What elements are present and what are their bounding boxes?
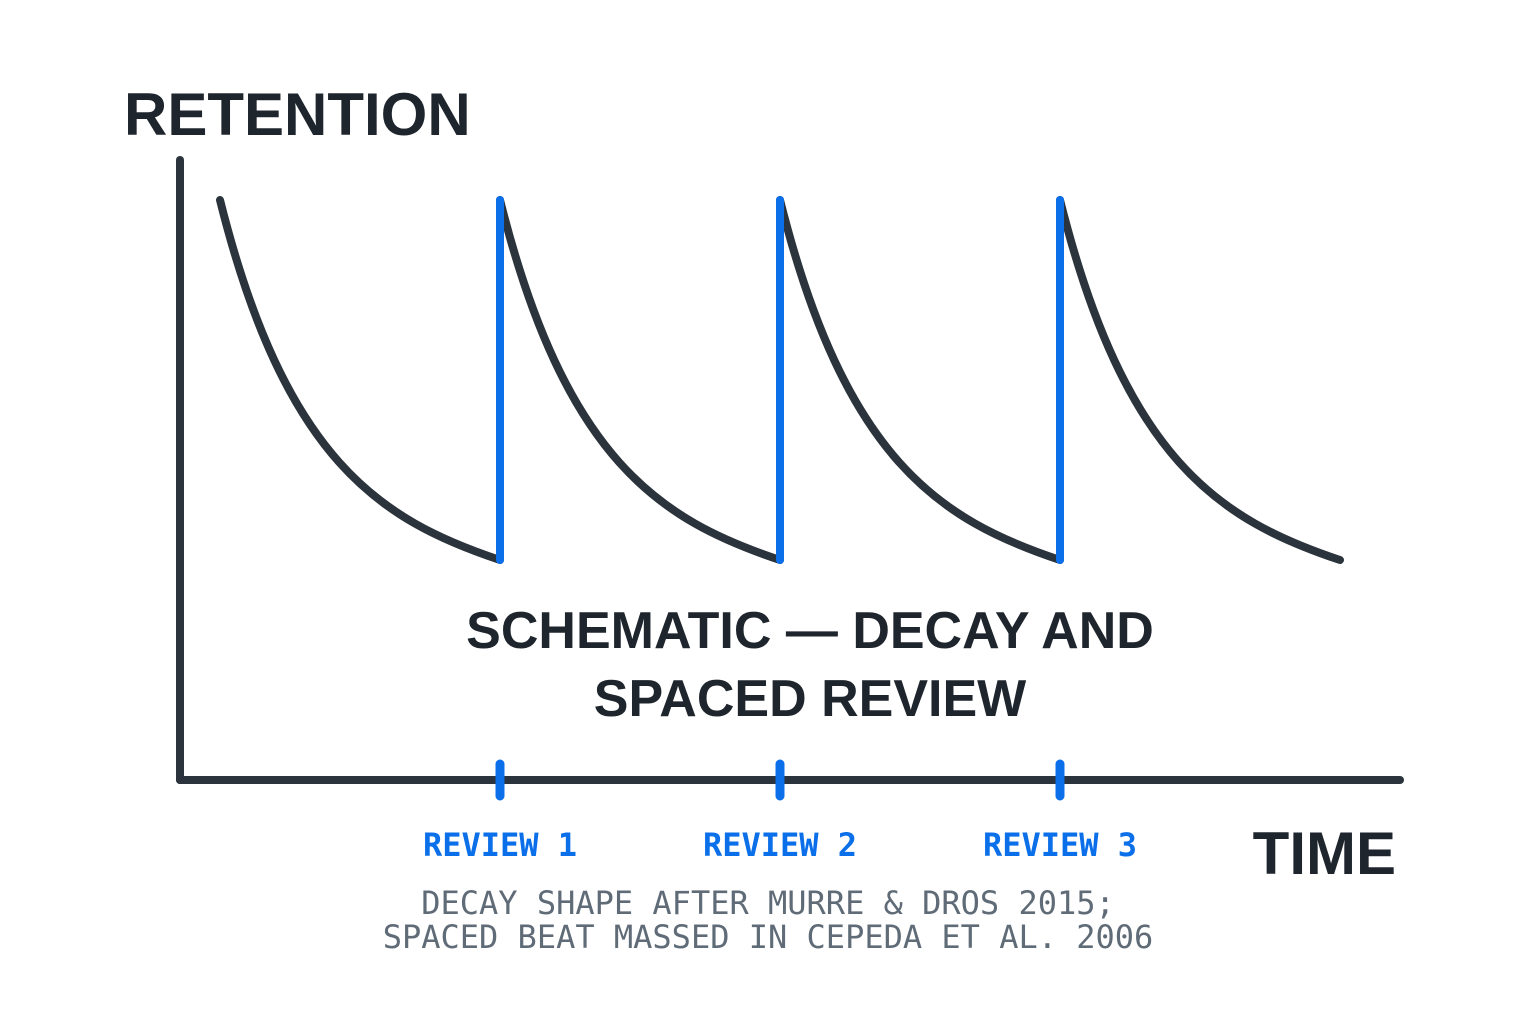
caption-line-1: DECAY SHAPE AFTER MURRE & DROS 2015; [421,884,1115,922]
decay-curve-4 [1056,196,1344,564]
review-label-3: REVIEW 3 [983,826,1137,864]
decay-curve-2 [496,196,784,564]
review-label-1: REVIEW 1 [423,826,577,864]
caption-line-2: SPACED BEAT MASSED IN CEPEDA ET AL. 2006 [383,918,1154,956]
x-axis-label: TIME [1253,820,1396,887]
decay-curve-3 [776,196,1064,564]
diagram-title-line-2: SPACED REVIEW [594,670,1027,728]
review-ticks [495,759,1065,801]
review-jumps [496,196,1064,564]
y-axis-label: RETENTION [124,81,471,148]
decay-curves [216,196,1344,564]
review-label-2: REVIEW 2 [703,826,857,864]
diagram-title-line-1: SCHEMATIC — DECAY AND [466,602,1154,660]
decay-curve-1 [216,196,504,564]
